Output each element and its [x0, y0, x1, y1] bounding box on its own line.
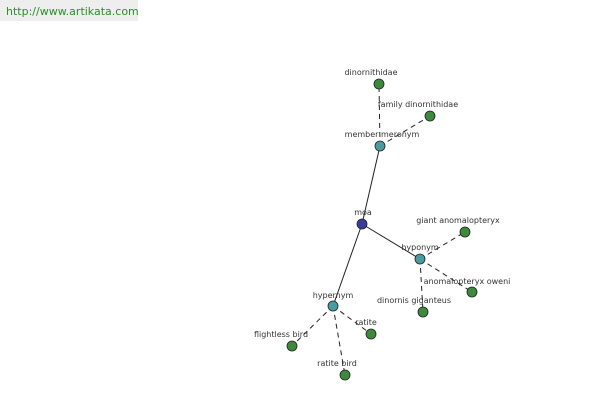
header-bar — [0, 0, 138, 21]
node-label: moa — [354, 208, 372, 217]
node[interactable] — [466, 286, 478, 298]
node-label: giant anomalopteryx — [416, 216, 500, 225]
edge — [361, 145, 381, 225]
edge — [419, 258, 473, 293]
node[interactable] — [286, 340, 298, 352]
edge — [332, 305, 346, 376]
node[interactable] — [373, 78, 385, 90]
node[interactable] — [365, 328, 377, 340]
node[interactable] — [417, 306, 429, 318]
node-label: hypernym — [313, 291, 354, 300]
edge — [332, 305, 372, 335]
node[interactable] — [459, 226, 471, 238]
node-label: anomalopteryx oweni — [424, 277, 511, 286]
node-label: ratite bird — [317, 359, 357, 368]
node[interactable] — [424, 110, 436, 122]
edge — [291, 305, 334, 347]
node-label: flightless bird — [254, 330, 308, 339]
nodes — [286, 78, 478, 381]
edge — [379, 115, 431, 147]
node[interactable] — [327, 300, 339, 312]
edges — [291, 83, 473, 376]
edge — [361, 223, 421, 260]
node-label: dinornis giganteus — [377, 296, 451, 305]
node[interactable] — [374, 140, 386, 152]
node-label: member meronym — [345, 130, 420, 139]
node-label: ratite — [355, 318, 377, 327]
labels: moa member meronym dinornithidae family … — [254, 68, 510, 368]
node[interactable] — [414, 253, 426, 265]
node-label: family dinornithidae — [378, 100, 458, 109]
node[interactable] — [339, 369, 351, 381]
edge — [378, 83, 381, 147]
edge — [332, 223, 363, 307]
header-url[interactable]: http://www.artikata.com — [6, 5, 139, 18]
node-label: hyponym — [401, 243, 439, 252]
node-label: dinornithidae — [344, 68, 397, 77]
node[interactable] — [356, 218, 368, 230]
